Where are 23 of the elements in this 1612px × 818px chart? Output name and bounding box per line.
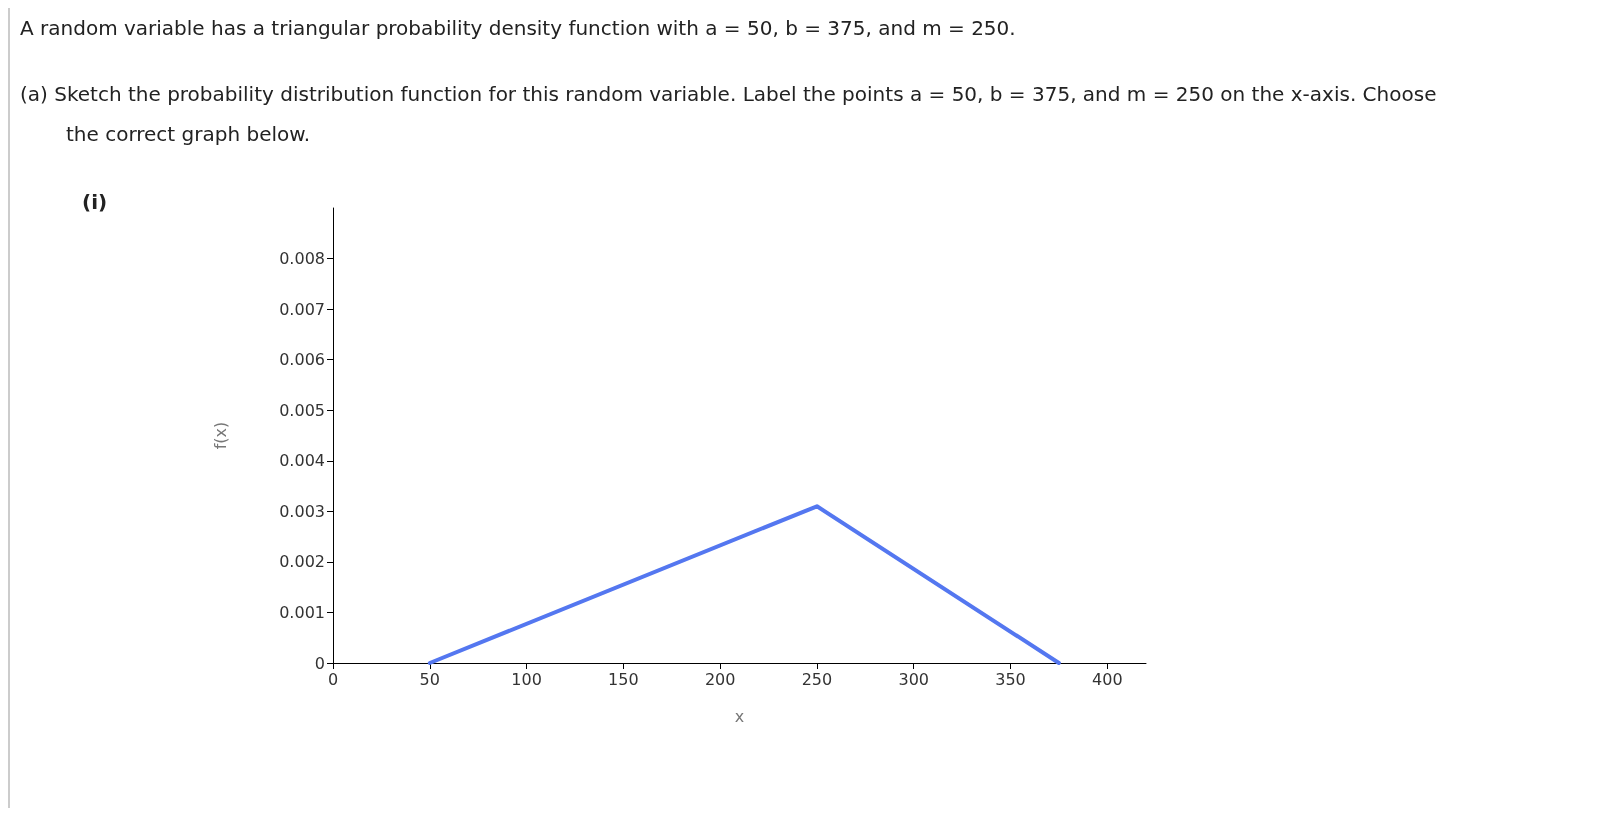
chart-title: A random variable has a triangular probability density function with a = 50, b = 375, and m = 250.	[20, 15, 1017, 40]
y-tick-label: 0.004	[279, 451, 325, 471]
chart-subtitle: (a) Sketch the probability distribution function for this random variable. Label the points a = 50, b = 375, and m = 250 on the x-axis. Choose the correct graph below.	[20, 81, 1438, 148]
y-tick-label: 0.002	[279, 552, 325, 572]
x-tick-label: 150	[608, 669, 639, 689]
x-tick-label: 0	[327, 669, 339, 689]
x-tick-label: 250	[801, 669, 833, 689]
y-tick-label: 0	[314, 653, 325, 673]
y-tick-label: 0.001	[279, 602, 325, 622]
x-tick-label: 50	[419, 669, 440, 689]
x-tick-label: 400	[1092, 669, 1123, 689]
y-tick-label: 0.005	[279, 400, 325, 420]
x-tick-label: 350	[995, 669, 1026, 689]
y-tick-label: 0.006	[279, 350, 325, 370]
x-tick-label: 200	[704, 669, 736, 689]
x-tick-label: 100	[511, 669, 542, 689]
y-tick-label: 0.008	[279, 249, 325, 269]
y-tick-label: 0.003	[279, 501, 325, 521]
x-axis-title: x	[734, 706, 745, 726]
x-tick-label: 300	[898, 669, 929, 689]
y-tick-label: 0.007	[279, 299, 325, 319]
y-axis-title: f(x)	[210, 421, 230, 450]
text: (i)	[82, 190, 108, 214]
